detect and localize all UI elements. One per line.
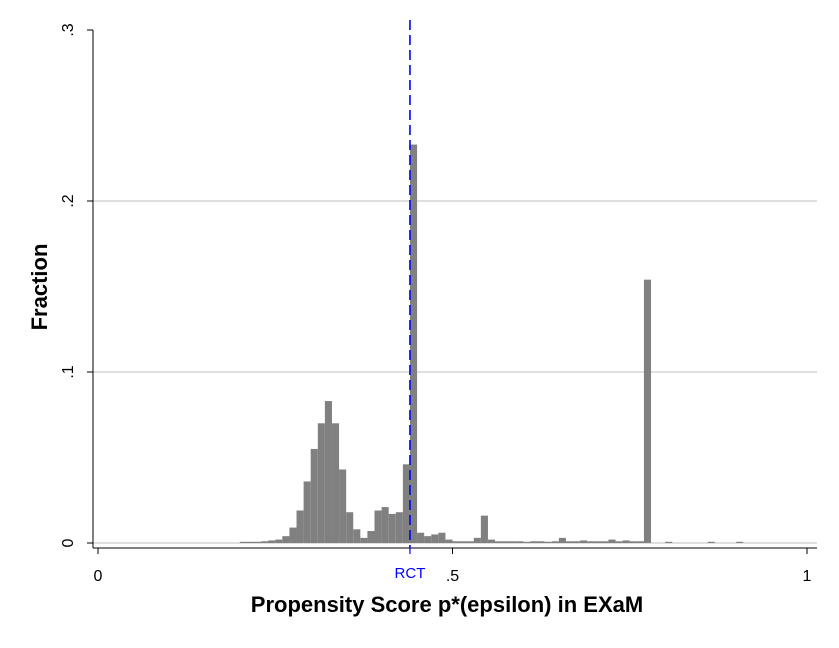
histogram-bar — [374, 510, 382, 543]
histogram-bar — [558, 537, 566, 543]
y-axis-title: Fraction — [27, 244, 52, 331]
histogram-bar — [253, 541, 262, 543]
histogram-bar — [346, 512, 354, 543]
histogram-bar — [296, 510, 304, 543]
histogram-bar — [466, 541, 474, 543]
y-tick-label: .1 — [60, 365, 77, 378]
x-tick-label: 1 — [803, 568, 812, 585]
histogram-bar — [331, 423, 340, 543]
histogram-bar — [502, 541, 510, 543]
histogram-bar — [388, 513, 396, 543]
histogram-bar — [303, 481, 311, 543]
histogram-bar — [565, 541, 574, 543]
histogram-bar — [608, 539, 616, 543]
histogram-bar — [452, 541, 460, 543]
histogram-bar — [516, 541, 524, 543]
histogram-bar — [480, 515, 488, 543]
x-tick-label: 0 — [94, 568, 103, 585]
histogram-bar — [246, 541, 254, 543]
histogram-bar — [417, 532, 425, 543]
histogram-bar — [487, 539, 496, 543]
histogram-bar — [622, 540, 630, 543]
histogram-bar — [261, 541, 269, 543]
histogram-bar — [239, 541, 247, 543]
x-tick-label: .5 — [446, 568, 459, 585]
y-tick-label: 0 — [60, 538, 77, 547]
histogram-bar — [573, 541, 581, 543]
histogram-bar — [537, 541, 545, 543]
histogram-bar — [438, 532, 446, 543]
histogram-bar — [353, 529, 361, 543]
histogram-bar — [544, 541, 552, 543]
histogram-bar — [473, 537, 481, 543]
histogram-bar — [367, 531, 375, 543]
histogram-bar — [339, 469, 347, 543]
histogram-bar — [268, 540, 276, 543]
histogram-bars — [239, 144, 744, 543]
histogram-bar — [317, 423, 325, 543]
y-tick-label: .2 — [60, 194, 77, 207]
histogram-bar — [395, 512, 403, 543]
histogram-bar — [495, 541, 503, 543]
histogram-bar — [601, 541, 609, 543]
histogram-bar — [431, 534, 439, 543]
histogram-bar — [324, 401, 332, 543]
histogram-bar — [445, 539, 453, 543]
histogram-bar — [594, 541, 602, 543]
histogram-bar — [580, 540, 588, 543]
histogram-bar — [643, 279, 652, 543]
rct-label: RCT — [395, 565, 426, 582]
x-axis-title: Propensity Score p*(epsilon) in EXaM — [251, 592, 643, 617]
reference-line-group: RCT — [395, 20, 426, 582]
histogram-bar — [636, 541, 644, 543]
axes: 0 .1 .2 .3 0 .5 1 — [60, 23, 817, 585]
histogram-bar — [629, 541, 637, 543]
histogram-bar — [289, 527, 297, 543]
histogram-bar — [509, 541, 517, 543]
histogram-bar — [459, 541, 467, 543]
histogram-bar — [409, 144, 418, 543]
histogram-bar — [615, 541, 623, 543]
histogram-bar — [530, 541, 538, 543]
histogram-bar — [275, 539, 283, 543]
histogram-bar — [523, 541, 531, 543]
histogram-bar — [551, 541, 559, 543]
histogram-bar — [360, 537, 368, 543]
histogram-bar — [665, 541, 673, 543]
histogram-bar — [736, 541, 744, 543]
histogram-bar — [310, 448, 318, 543]
histogram-bar — [707, 541, 715, 543]
y-tick-label: .3 — [60, 23, 77, 36]
histogram-bar — [587, 541, 595, 543]
histogram-bar — [424, 536, 432, 543]
histogram-bar — [402, 464, 410, 543]
histogram-bar — [282, 536, 290, 543]
histogram-bar — [381, 507, 389, 543]
